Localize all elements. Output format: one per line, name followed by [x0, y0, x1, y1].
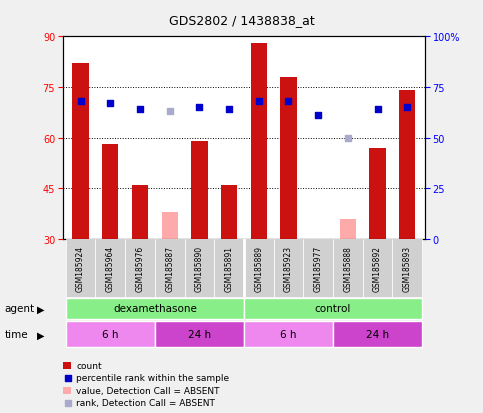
- Bar: [191, 142, 208, 240]
- Text: value, Detection Call = ABSENT: value, Detection Call = ABSENT: [76, 386, 220, 395]
- Bar: [363, 240, 392, 297]
- Point: [403, 104, 411, 111]
- Bar: [102, 145, 118, 240]
- Point: [314, 113, 322, 119]
- Bar: [214, 240, 244, 297]
- Text: GSM185888: GSM185888: [343, 246, 352, 291]
- Point: [64, 400, 71, 406]
- Bar: [333, 240, 363, 297]
- Bar: [185, 240, 214, 297]
- Point: [77, 99, 85, 105]
- Bar: [125, 240, 155, 297]
- Bar: [161, 213, 178, 240]
- Text: ▶: ▶: [37, 304, 45, 314]
- Text: GSM185889: GSM185889: [254, 245, 263, 292]
- Bar: [66, 321, 155, 348]
- Bar: [244, 299, 422, 319]
- Text: GSM185964: GSM185964: [106, 245, 115, 292]
- Point: [255, 99, 263, 105]
- Text: GSM185893: GSM185893: [403, 245, 412, 292]
- Point: [106, 101, 114, 107]
- Text: GSM185924: GSM185924: [76, 245, 85, 292]
- Point: [166, 109, 173, 115]
- Bar: [333, 321, 422, 348]
- Bar: [132, 185, 148, 240]
- Point: [225, 107, 233, 113]
- Text: GSM185887: GSM185887: [165, 245, 174, 292]
- Text: 6 h: 6 h: [280, 330, 297, 339]
- Bar: [310, 240, 327, 297]
- Text: GSM185976: GSM185976: [136, 245, 144, 292]
- Text: ▶: ▶: [37, 330, 45, 339]
- Text: control: control: [315, 304, 351, 314]
- Point: [136, 107, 144, 113]
- Text: rank, Detection Call = ABSENT: rank, Detection Call = ABSENT: [76, 398, 215, 407]
- Bar: [72, 64, 89, 240]
- Text: count: count: [76, 361, 102, 370]
- Bar: [399, 91, 415, 240]
- Point: [344, 135, 352, 142]
- Bar: [369, 148, 386, 240]
- Bar: [251, 44, 267, 240]
- Bar: [66, 240, 96, 297]
- Bar: [244, 321, 333, 348]
- Text: GSM185923: GSM185923: [284, 245, 293, 292]
- Text: 24 h: 24 h: [188, 330, 211, 339]
- Bar: [244, 240, 273, 297]
- Bar: [221, 185, 237, 240]
- Text: GDS2802 / 1438838_at: GDS2802 / 1438838_at: [169, 14, 314, 27]
- Text: time: time: [5, 330, 28, 339]
- Text: agent: agent: [5, 304, 35, 314]
- Bar: [155, 321, 244, 348]
- Text: percentile rank within the sample: percentile rank within the sample: [76, 373, 229, 382]
- Text: GSM185890: GSM185890: [195, 245, 204, 292]
- Bar: [340, 219, 356, 240]
- Text: dexamethasone: dexamethasone: [113, 304, 197, 314]
- Bar: [303, 240, 333, 297]
- Bar: [392, 240, 422, 297]
- Bar: [280, 78, 297, 240]
- Point: [196, 104, 203, 111]
- Bar: [66, 299, 244, 319]
- Point: [64, 375, 71, 382]
- Text: GSM185977: GSM185977: [313, 245, 323, 292]
- Text: 24 h: 24 h: [366, 330, 389, 339]
- Bar: [155, 240, 185, 297]
- Bar: [96, 240, 125, 297]
- Text: GSM185892: GSM185892: [373, 245, 382, 292]
- Point: [284, 99, 292, 105]
- Bar: [273, 240, 303, 297]
- Text: 6 h: 6 h: [102, 330, 118, 339]
- Point: [374, 107, 382, 113]
- Text: GSM185891: GSM185891: [225, 245, 234, 292]
